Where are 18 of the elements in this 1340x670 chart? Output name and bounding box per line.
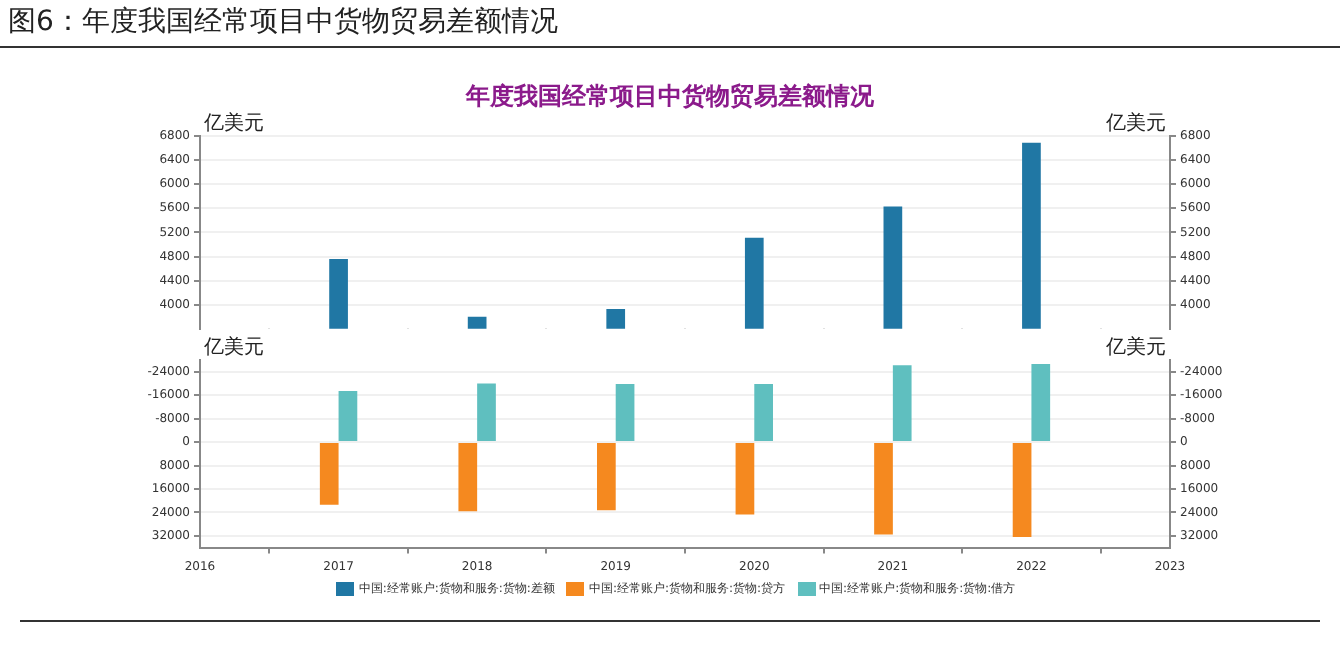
bar (458, 443, 478, 512)
bar (892, 365, 912, 442)
bar (477, 383, 496, 442)
bar (754, 384, 773, 442)
y2-axis-title: 亿美元 (1104, 111, 1166, 136)
bar (735, 443, 755, 515)
bar (597, 443, 616, 511)
bar (1012, 443, 1032, 538)
bar (319, 443, 339, 505)
chart-title: 年度我国经常项目中货物贸易差额情况 (463, 80, 876, 114)
bar (338, 391, 358, 442)
bar (874, 443, 893, 535)
bar (615, 384, 635, 442)
y2-axis-title: 亿美元 (1104, 335, 1166, 360)
y-axis-title: 亿美元 (202, 111, 264, 136)
caption: 图6：年度我国经常项目中货物贸易差额情况 (0, 0, 1340, 48)
y-axis-title: 亿美元 (202, 335, 264, 360)
bar (1031, 364, 1051, 442)
